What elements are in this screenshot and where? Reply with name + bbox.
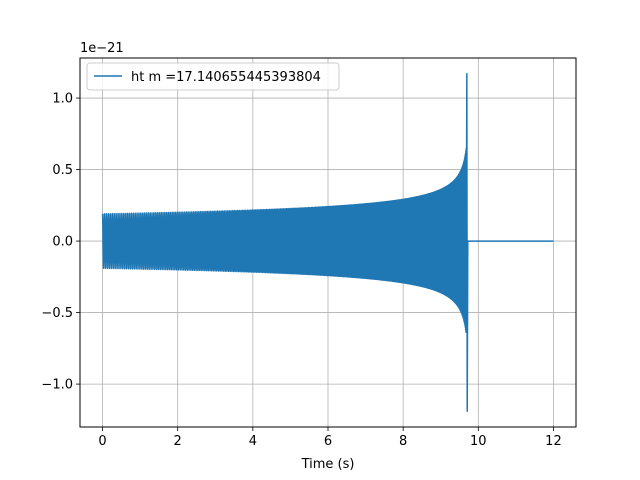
y-tick-label: 1.0 [52,92,73,107]
x-tick-label: 8 [399,434,407,449]
x-tick-label: 12 [545,434,562,449]
series-line [101,72,554,413]
x-tick-label: 0 [98,434,106,449]
y-tick-label: 0.5 [52,163,73,178]
x-axis: 0 2 4 6 8 10 12 [98,427,562,449]
x-axis-label: Time (s) [301,457,355,472]
y-tick-label: −1.0 [41,378,73,393]
legend: ht m =17.140655445393804 [86,62,340,91]
y-tick-label: −0.5 [41,306,73,321]
y-tick-label: 0.0 [52,235,73,250]
y-offset-text: 1e−21 [80,41,124,56]
x-tick-label: 2 [174,434,182,449]
y-axis: −1.0 −0.5 0.0 0.5 1.0 [41,92,80,393]
x-tick-label: 4 [249,434,257,449]
plot-area [101,72,554,413]
x-tick-label: 10 [470,434,487,449]
x-tick-label: 6 [324,434,332,449]
legend-box [86,62,340,91]
legend-label: ht m =17.140655445393804 [131,70,321,85]
